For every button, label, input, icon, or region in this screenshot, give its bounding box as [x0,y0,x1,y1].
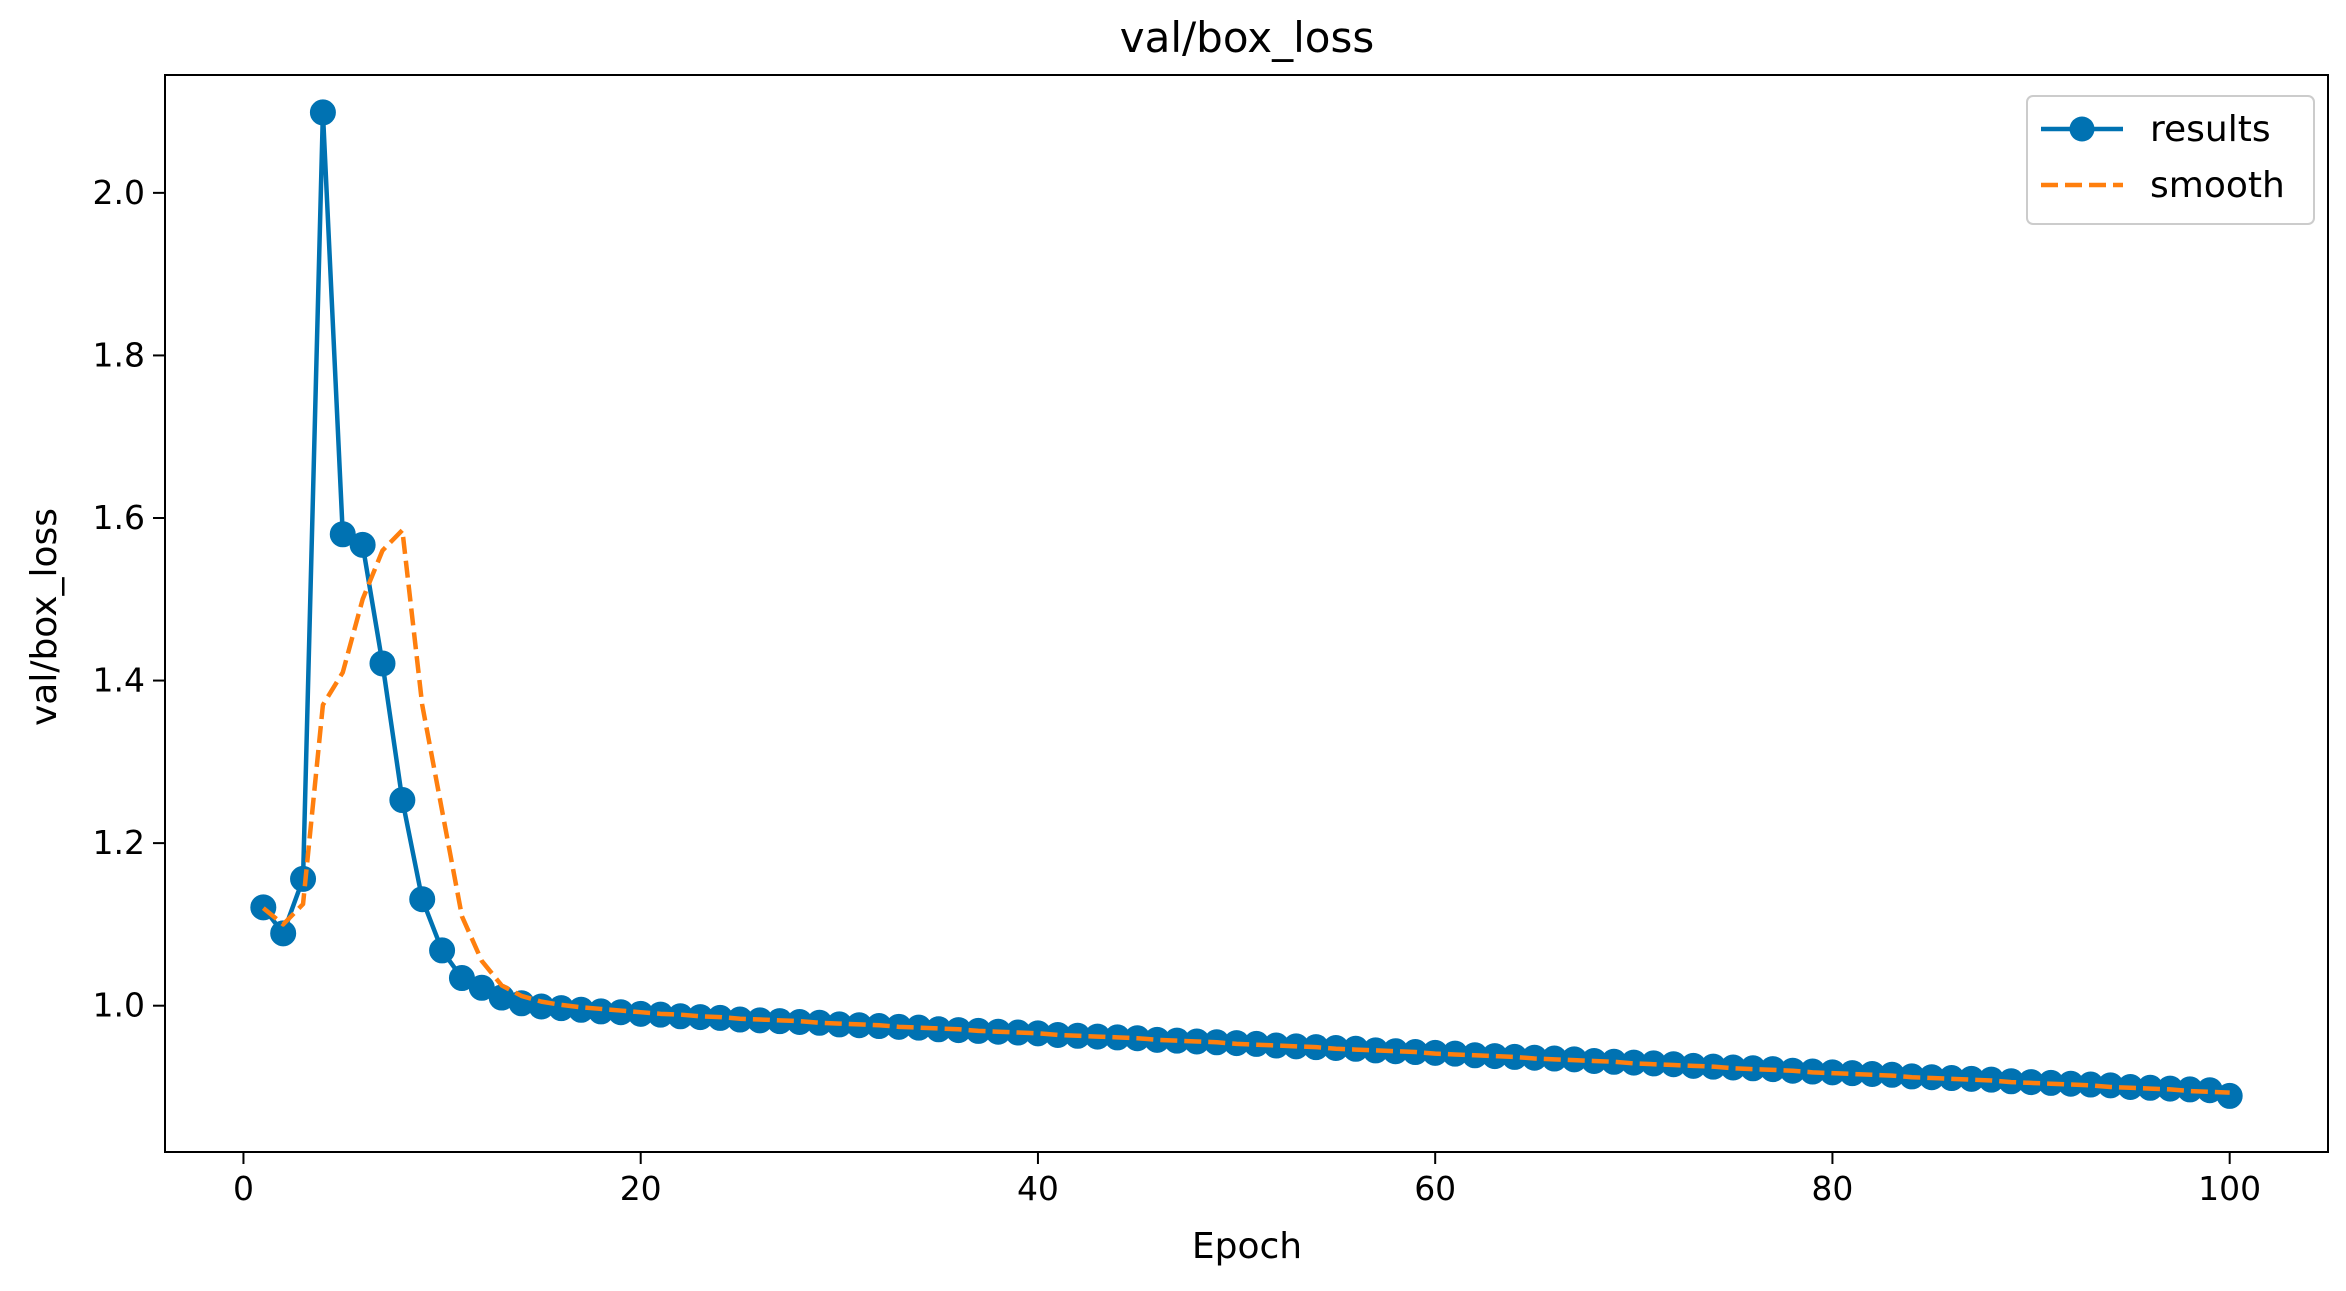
x-tick-label: 80 [1811,1169,1853,1208]
data-point [290,865,317,892]
x-tick-label: 60 [1414,1169,1456,1208]
data-point [309,99,336,126]
plot-area [250,99,2243,1109]
x-tick-label: 20 [620,1169,662,1208]
x-tick-label: 40 [1017,1169,1059,1208]
x-tick-label: 0 [233,1169,254,1208]
y-tick-label: 2.0 [93,173,145,212]
data-point [270,920,297,947]
axes: 0 20 40 60 80 100 1.0 1.2 1.4 1.6 1.8 2.0 [93,74,2329,1208]
y-tick-label: 1.2 [93,823,145,862]
data-point [349,531,376,558]
legend-label-smooth: smooth [2150,165,2285,206]
data-point [369,650,396,677]
data-point [389,787,416,814]
y-tick-label: 1.0 [93,986,145,1025]
x-tick-label: 100 [2198,1169,2261,1208]
data-point [409,886,436,913]
y-tick-label: 1.6 [93,498,145,537]
legend-label-results: results [2150,109,2271,150]
legend-marker-results [2069,116,2095,142]
series-line-smooth [261,527,2230,1095]
y-tick-label: 1.8 [93,335,145,374]
x-axis-label: Epoch [1192,1226,1302,1267]
data-point [2216,1082,2243,1109]
data-point [429,937,456,964]
plot-frame [164,74,2329,1153]
y-axis-label: val/box_loss [24,508,65,726]
legend: results smooth [2026,95,2315,225]
chart-title: val/box_loss [1120,13,1374,62]
y-tick-label: 1.4 [93,661,145,700]
